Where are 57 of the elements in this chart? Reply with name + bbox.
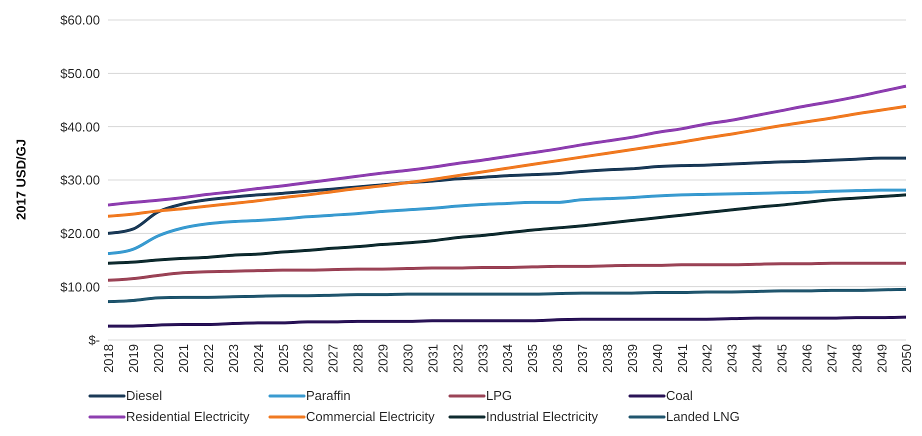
x-tick-label: 2037 — [575, 344, 590, 373]
legend-label: Paraffin — [306, 388, 351, 403]
x-tick-label: 2038 — [600, 344, 615, 373]
line-series — [106, 84, 908, 207]
x-tick-label: 2048 — [849, 344, 864, 373]
line-series — [106, 262, 908, 282]
x-tick-label: 2018 — [101, 344, 116, 373]
line-series — [106, 156, 908, 235]
x-tick-label: 2040 — [650, 344, 665, 373]
line-series — [106, 316, 908, 328]
x-tick-label: 2025 — [276, 344, 291, 373]
legend-label: Coal — [666, 388, 693, 403]
line-series — [106, 193, 908, 265]
line-series — [106, 104, 908, 218]
legend-label: Residential Electricity — [126, 409, 250, 424]
x-tick-label: 2023 — [226, 344, 241, 373]
line-series — [106, 288, 908, 304]
line-series — [106, 188, 908, 256]
x-tick-label: 2042 — [700, 344, 715, 373]
y-tick-label: $50.00 — [60, 66, 100, 81]
y-tick-label: $40.00 — [60, 119, 100, 134]
y-tick-label: $60.00 — [60, 12, 100, 28]
y-tick-label: $30.00 — [60, 172, 100, 188]
x-tick-label: 2024 — [250, 344, 266, 373]
y-tick-label: $- — [88, 332, 100, 348]
x-tick-label: 2044 — [750, 344, 765, 373]
x-tick-label: 2043 — [724, 344, 740, 373]
x-tick-label: 2026 — [300, 344, 316, 373]
x-tick-label: 2021 — [176, 344, 192, 373]
x-tick-label: 2041 — [674, 344, 690, 373]
y-tick-label: $20.00 — [60, 226, 100, 241]
x-tick-label: 2028 — [350, 344, 366, 373]
legend-label: Commercial Electricity — [306, 409, 435, 424]
x-tick-label: 2019 — [126, 344, 142, 373]
legend-label: Industrial Electricity — [486, 409, 598, 424]
legend-label: Diesel — [126, 388, 162, 403]
x-tick-label: 2039 — [624, 344, 640, 373]
legend-label: Landed LNG — [666, 409, 740, 424]
x-tick-label: 2030 — [400, 344, 416, 373]
y-axis-title: 2017 USD/GJ — [14, 139, 29, 220]
x-tick-label: 2033 — [475, 344, 490, 373]
x-tick-label: 2047 — [824, 344, 840, 373]
x-tick-label: 2050 — [899, 344, 914, 373]
x-tick-label: 2032 — [450, 344, 466, 373]
x-tick-label: 2034 — [500, 344, 516, 373]
x-tick-label: 2036 — [550, 344, 566, 373]
x-tick-label: 2020 — [151, 344, 166, 373]
x-tick-label: 2027 — [326, 344, 341, 373]
x-tick-label: 2049 — [874, 344, 890, 373]
x-tick-label: 2035 — [525, 344, 540, 373]
legend-label: LPG — [486, 388, 512, 403]
x-tick-label: 2022 — [200, 344, 216, 373]
y-tick-label: $10.00 — [60, 279, 100, 294]
x-tick-label: 2045 — [774, 344, 790, 373]
x-tick-label: 2029 — [376, 344, 391, 373]
x-tick-label: 2031 — [425, 344, 440, 373]
x-tick-label: 2046 — [799, 344, 814, 373]
